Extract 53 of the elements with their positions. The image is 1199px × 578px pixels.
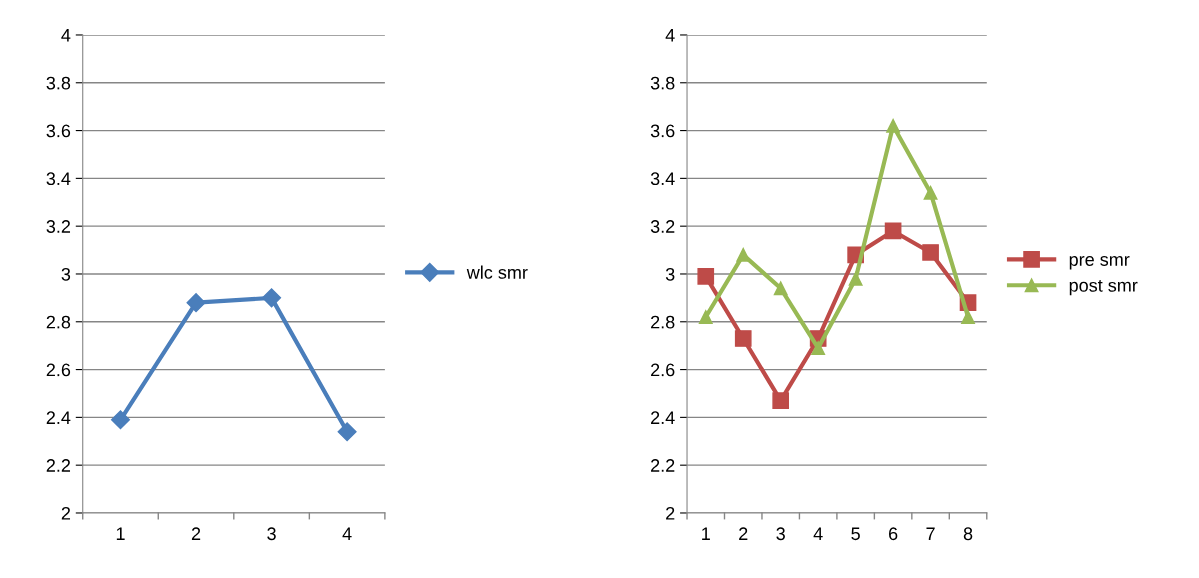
point bbox=[884, 222, 902, 240]
legend-label: post smr bbox=[1069, 279, 1138, 296]
y-tick-label: 2.8 bbox=[46, 315, 71, 329]
legend-label: pre smr bbox=[1069, 256, 1130, 270]
point bbox=[186, 293, 206, 313]
y-tick-label: 3.2 bbox=[46, 220, 71, 233]
y-tick-label: 2.8 bbox=[651, 315, 675, 329]
y-tick-label: 3 bbox=[61, 267, 71, 281]
y-tick-label: 4 bbox=[61, 29, 71, 42]
point bbox=[698, 310, 713, 324]
point bbox=[923, 185, 938, 200]
x-tick-label: 4 bbox=[813, 527, 823, 540]
y-tick-label: 3.4 bbox=[650, 172, 675, 186]
y-tick-label: 3.4 bbox=[46, 172, 71, 186]
x-tick-label: 7 bbox=[926, 527, 935, 540]
point bbox=[337, 422, 357, 442]
point bbox=[811, 341, 826, 356]
x-tick-label: 8 bbox=[963, 527, 973, 541]
y-tick-label: 3.6 bbox=[46, 124, 71, 138]
y-tick-label: 2 bbox=[61, 506, 71, 520]
y-tick-label: 3 bbox=[665, 267, 675, 281]
x-tick-label: 6 bbox=[889, 527, 898, 541]
y-tick-label: 3.8 bbox=[46, 76, 71, 90]
point bbox=[773, 281, 788, 296]
x-tick-label: 5 bbox=[851, 527, 860, 541]
point bbox=[886, 118, 901, 133]
y-tick-label: 2.2 bbox=[46, 459, 71, 472]
y-tick-label: 2.4 bbox=[46, 411, 71, 424]
legend-label: wlc smr bbox=[466, 265, 528, 279]
y-tick-label: 2.4 bbox=[651, 411, 675, 424]
point bbox=[697, 268, 715, 285]
point bbox=[110, 410, 131, 430]
y-tick-label: 3.8 bbox=[650, 76, 675, 90]
y-tick-label: 3.6 bbox=[650, 124, 675, 138]
y-tick-label: 2.6 bbox=[46, 363, 71, 377]
y-tick-label: 3.2 bbox=[650, 220, 675, 233]
x-tick-label: 4 bbox=[342, 527, 352, 540]
x-tick-label: 2 bbox=[191, 527, 201, 540]
point bbox=[772, 392, 790, 409]
y-tick-label: 2.2 bbox=[651, 459, 675, 472]
point bbox=[961, 310, 975, 324]
y-tick-label: 2.6 bbox=[651, 363, 675, 377]
point bbox=[848, 271, 863, 286]
x-tick-label: 1 bbox=[702, 527, 710, 540]
x-tick-label: 3 bbox=[267, 527, 276, 541]
point bbox=[734, 330, 752, 347]
x-tick-label: 1 bbox=[116, 527, 125, 540]
x-tick-label: 3 bbox=[776, 527, 785, 541]
x-tick-label: 2 bbox=[739, 527, 748, 540]
y-tick-label: 2 bbox=[666, 506, 675, 520]
point bbox=[262, 288, 282, 308]
y-tick-label: 4 bbox=[665, 29, 675, 42]
point bbox=[922, 244, 939, 261]
